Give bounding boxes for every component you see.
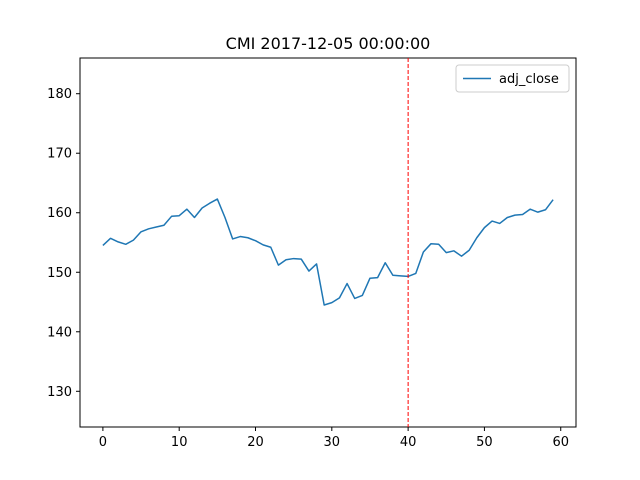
y-tick-label: 140 [47, 325, 72, 340]
y-tick-label: 170 [47, 147, 72, 162]
y-tick-label: 160 [47, 206, 72, 221]
axes: 0 10 20 30 40 50 60 130 140 150 160 170 180 [47, 57, 577, 450]
y-tick-label: 180 [47, 87, 72, 102]
x-tick-label: 60 [552, 435, 569, 450]
chart-title: CMI 2017-12-05 00:00:00 [226, 34, 431, 53]
x-tick-label: 40 [400, 435, 417, 450]
y-tick-label: 130 [47, 385, 72, 400]
x-tick-label: 50 [476, 435, 493, 450]
plot-area [102, 58, 554, 427]
x-tick-label: 10 [171, 435, 188, 450]
series-line-adj-close [102, 198, 554, 306]
plot-frame [79, 57, 577, 428]
legend-label: adj_close [499, 72, 559, 87]
y-tick-label: 150 [47, 266, 72, 281]
x-tick-label: 30 [324, 435, 341, 450]
legend: adj_close [455, 64, 570, 93]
x-tick-label: 20 [247, 435, 264, 450]
legend-box [455, 64, 570, 93]
x-tick-label: 0 [99, 435, 107, 450]
